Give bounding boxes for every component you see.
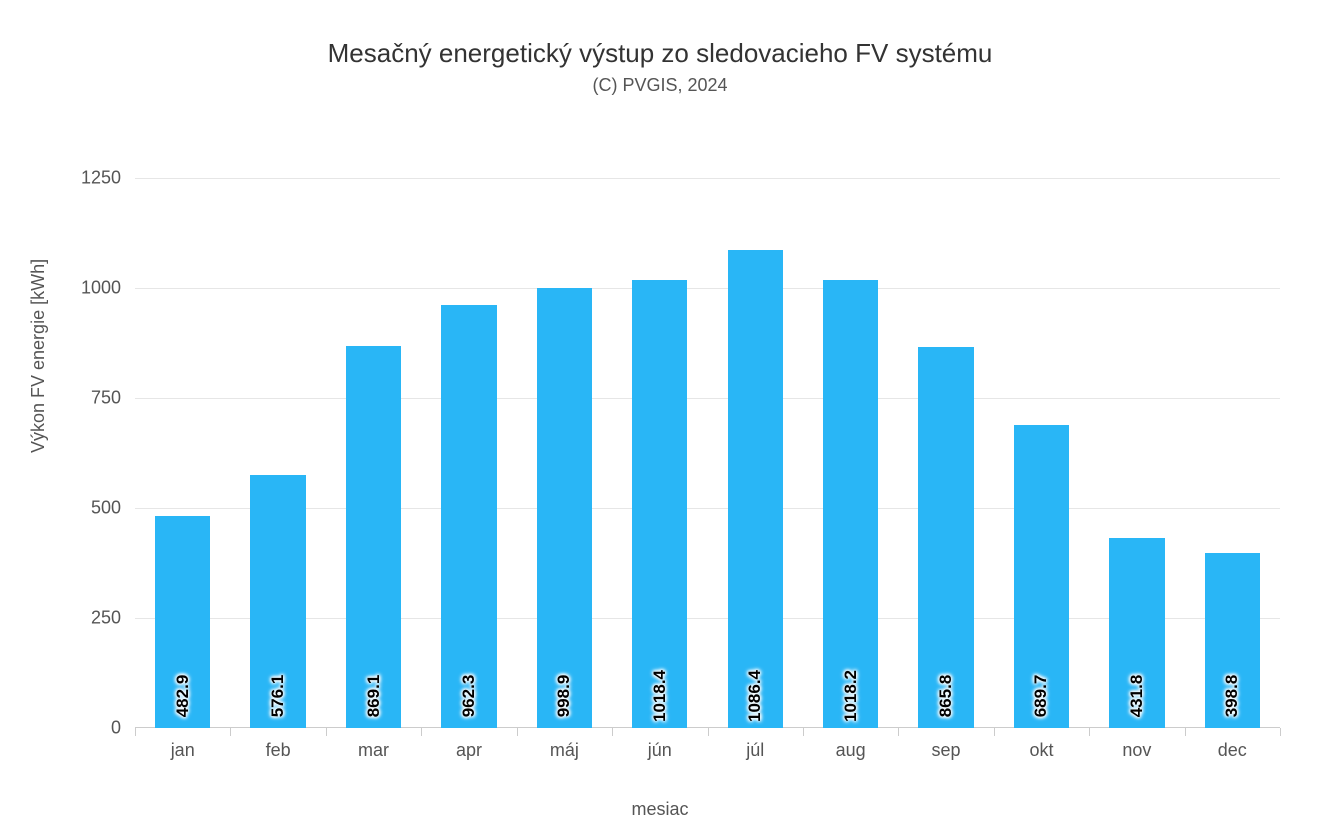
y-tick-label: 0 [111, 718, 121, 739]
y-tick-label: 250 [91, 608, 121, 629]
plot-area: 025050075010001250482.9jan576.1feb869.1m… [135, 178, 1280, 728]
grid-line [135, 288, 1280, 289]
bar: 689.7 [1014, 425, 1069, 728]
x-tick-label: máj [550, 740, 579, 761]
x-tick [612, 728, 613, 736]
bar: 398.8 [1205, 553, 1260, 728]
x-tick [326, 728, 327, 736]
bar: 1086.4 [728, 250, 783, 728]
bar-value-label: 869.1 [364, 675, 384, 718]
bar-value-label: 998.9 [554, 675, 574, 718]
y-axis-title: Výkon FV energie [kWh] [28, 259, 49, 453]
bar-value-label: 431.8 [1127, 675, 1147, 718]
bar: 865.8 [918, 347, 973, 728]
x-tick-label: feb [266, 740, 291, 761]
grid-line [135, 508, 1280, 509]
x-tick [994, 728, 995, 736]
x-tick [1280, 728, 1281, 736]
bar: 869.1 [346, 346, 401, 728]
bar-value-label: 962.3 [459, 675, 479, 718]
x-tick-label: okt [1029, 740, 1053, 761]
x-tick-label: jún [648, 740, 672, 761]
y-tick-label: 1000 [81, 278, 121, 299]
bar-value-label: 1018.4 [650, 670, 670, 722]
y-tick-label: 500 [91, 498, 121, 519]
x-tick [898, 728, 899, 736]
bar: 431.8 [1109, 538, 1164, 728]
chart-container: Mesačný energetický výstup zo sledovacie… [0, 38, 1320, 838]
bar: 1018.2 [823, 280, 878, 728]
x-tick-label: apr [456, 740, 482, 761]
x-tick [517, 728, 518, 736]
x-tick-label: nov [1122, 740, 1151, 761]
chart-subtitle: (C) PVGIS, 2024 [0, 75, 1320, 96]
bar: 962.3 [441, 305, 496, 728]
x-tick [1089, 728, 1090, 736]
x-axis-title: mesiac [631, 799, 688, 820]
x-tick-label: aug [836, 740, 866, 761]
x-tick [1185, 728, 1186, 736]
bar: 998.9 [537, 288, 592, 728]
x-tick [135, 728, 136, 736]
x-tick [708, 728, 709, 736]
chart-title: Mesačný energetický výstup zo sledovacie… [0, 38, 1320, 69]
bar-value-label: 576.1 [268, 675, 288, 718]
x-tick-label: jan [171, 740, 195, 761]
x-tick-label: mar [358, 740, 389, 761]
bar: 482.9 [155, 516, 210, 728]
bar-value-label: 1018.2 [841, 670, 861, 722]
bar-value-label: 689.7 [1031, 675, 1051, 718]
bar-value-label: 865.8 [936, 675, 956, 718]
bar-value-label: 398.8 [1222, 675, 1242, 718]
bar: 576.1 [250, 475, 305, 728]
y-tick-label: 750 [91, 388, 121, 409]
y-tick-label: 1250 [81, 168, 121, 189]
bar-value-label: 482.9 [173, 675, 193, 718]
x-tick-label: dec [1218, 740, 1247, 761]
grid-line [135, 398, 1280, 399]
x-tick-label: júl [746, 740, 764, 761]
x-tick [421, 728, 422, 736]
bar-value-label: 1086.4 [745, 670, 765, 722]
x-tick [230, 728, 231, 736]
grid-line [135, 178, 1280, 179]
x-tick [803, 728, 804, 736]
x-tick-label: sep [932, 740, 961, 761]
bar: 1018.4 [632, 280, 687, 728]
